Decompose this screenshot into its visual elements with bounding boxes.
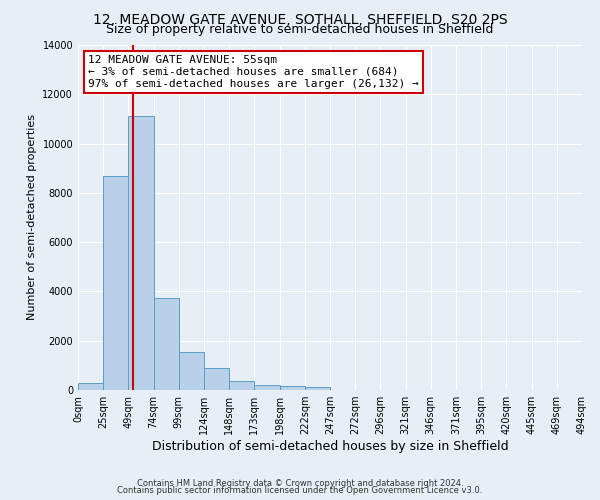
Bar <box>128 116 154 390</box>
Bar <box>103 176 128 390</box>
Text: 12, MEADOW GATE AVENUE, SOTHALL, SHEFFIELD, S20 2PS: 12, MEADOW GATE AVENUE, SOTHALL, SHEFFIE… <box>92 12 508 26</box>
Y-axis label: Number of semi-detached properties: Number of semi-detached properties <box>27 114 37 320</box>
Bar <box>154 298 179 390</box>
Bar <box>204 368 229 390</box>
Bar <box>280 386 305 390</box>
X-axis label: Distribution of semi-detached houses by size in Sheffield: Distribution of semi-detached houses by … <box>152 440 508 453</box>
Text: Size of property relative to semi-detached houses in Sheffield: Size of property relative to semi-detach… <box>106 22 494 36</box>
Text: 12 MEADOW GATE AVENUE: 55sqm
← 3% of semi-detached houses are smaller (684)
97% : 12 MEADOW GATE AVENUE: 55sqm ← 3% of sem… <box>88 56 419 88</box>
Text: Contains public sector information licensed under the Open Government Licence v3: Contains public sector information licen… <box>118 486 482 495</box>
Bar <box>78 382 103 390</box>
Text: Contains HM Land Registry data © Crown copyright and database right 2024.: Contains HM Land Registry data © Crown c… <box>137 478 463 488</box>
Bar <box>229 382 254 390</box>
Bar <box>254 384 280 390</box>
Bar <box>305 387 330 390</box>
Bar <box>179 352 204 390</box>
